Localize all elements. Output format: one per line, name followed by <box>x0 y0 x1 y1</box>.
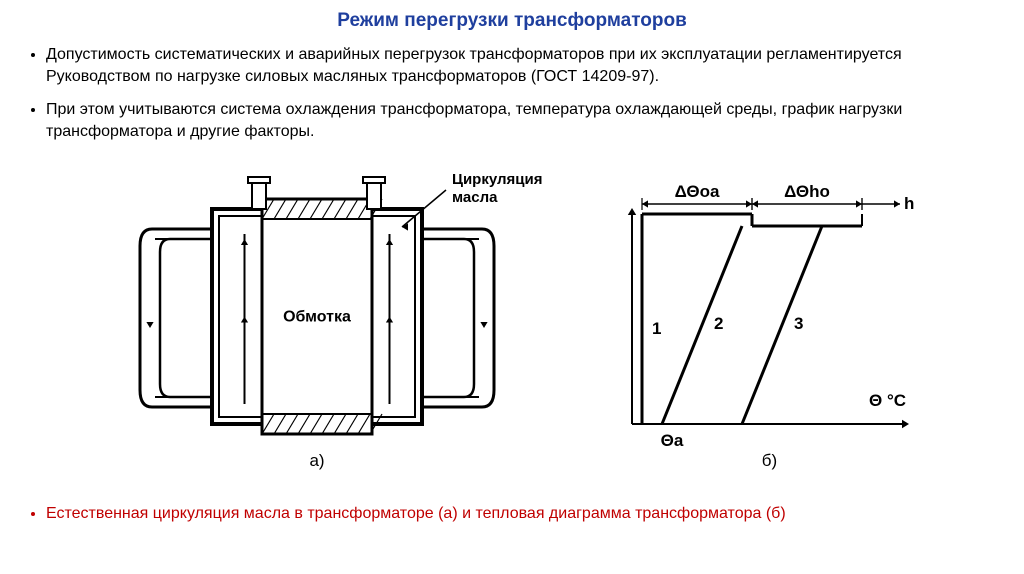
figure: Обмотка Циркуляциямасла а) ΔΘoa ΔΘho h 1 2 3 Θa Θ … <box>20 154 1004 489</box>
bullet-list: Допустимость систематических и аварийных… <box>20 44 1004 142</box>
svg-text:Θa: Θa <box>661 431 684 450</box>
svg-text:масла: масла <box>452 189 498 206</box>
svg-text:Обмотка: Обмотка <box>283 309 351 326</box>
svg-text:ΔΘoa: ΔΘoa <box>675 182 720 201</box>
caption: Естественная циркуляция масла в трансфор… <box>46 503 1004 525</box>
caption-list: Естественная циркуляция масла в трансфор… <box>20 503 1004 525</box>
svg-text:3: 3 <box>794 314 803 333</box>
svg-text:а): а) <box>309 451 324 470</box>
svg-text:Циркуляция: Циркуляция <box>452 171 542 188</box>
svg-text:ΔΘho: ΔΘho <box>784 182 830 201</box>
page-title: Режим перегрузки трансформаторов <box>20 10 1004 32</box>
diagram-svg: Обмотка Циркуляциямасла а) ΔΘoa ΔΘho h 1 2 3 Θa Θ … <box>102 154 922 484</box>
bullet-item: При этом учитываются система охлаждения … <box>46 99 1004 142</box>
svg-text:2: 2 <box>714 314 723 333</box>
svg-text:h: h <box>904 194 914 213</box>
svg-text:1: 1 <box>652 319 661 338</box>
bullet-item: Допустимость систематических и аварийных… <box>46 44 1004 87</box>
svg-text:б): б) <box>762 451 777 470</box>
svg-text:Θ °C: Θ °C <box>869 391 906 410</box>
